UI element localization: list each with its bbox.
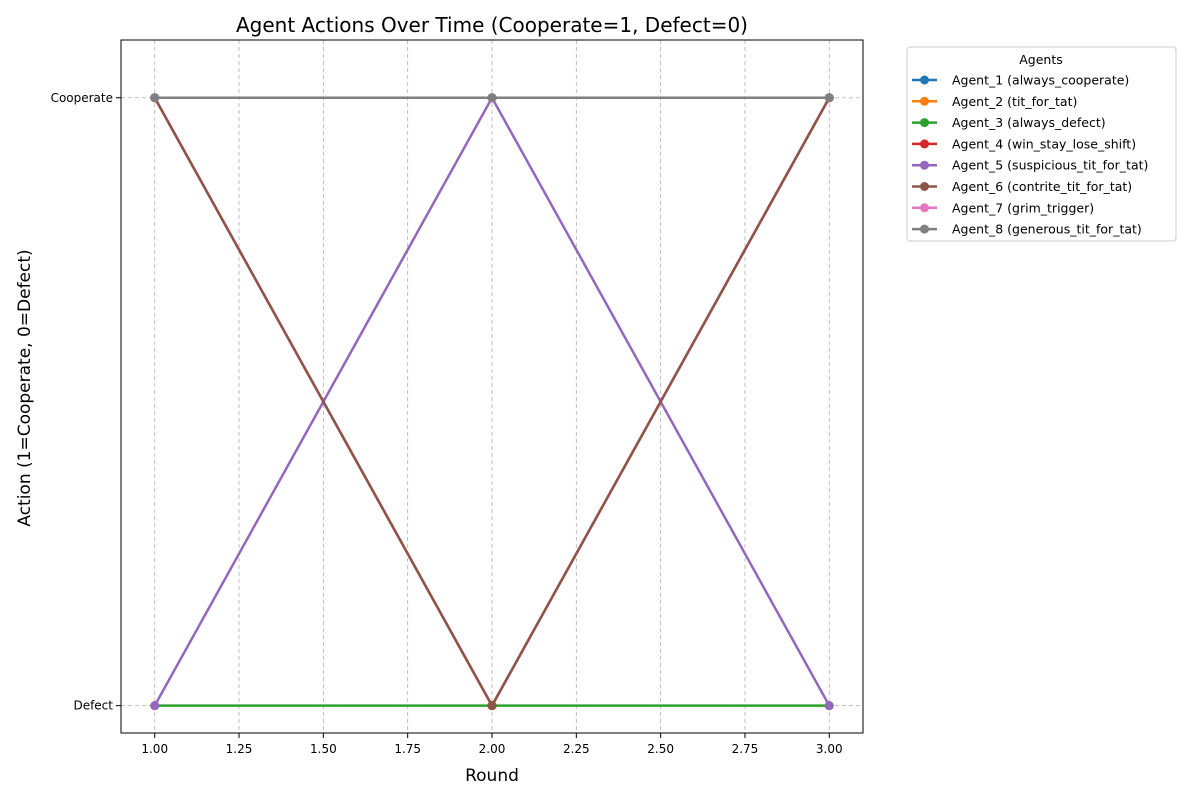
data-point: [150, 93, 160, 103]
legend-swatch-marker: [920, 139, 929, 149]
y-axis-label: Action (1=Cooperate, 0=Defect): [15, 249, 35, 526]
legend-swatch-marker: [920, 160, 929, 170]
legend-item: Agent_1 (always_cooperate): [912, 73, 1129, 88]
x-tick-label: 2.50: [647, 742, 674, 756]
x-tick-label: 3.00: [816, 742, 843, 756]
x-tick-label: 1.25: [226, 742, 253, 756]
y-axis-ticks: Defect Cooperate: [51, 91, 121, 713]
legend-swatch-marker: [920, 203, 929, 213]
grid-lines: [121, 40, 863, 733]
legend-item: Agent_7 (grim_trigger): [912, 200, 1094, 215]
legend-swatch-marker: [920, 118, 929, 128]
legend-label: Agent_7 (grim_trigger): [952, 200, 1094, 215]
data-point: [487, 701, 497, 711]
x-tick-label: 1.75: [394, 742, 421, 756]
legend-item: Agent_8 (generous_tit_for_tat): [912, 222, 1142, 237]
chart-title: Agent Actions Over Time (Cooperate=1, De…: [236, 13, 748, 37]
data-point: [824, 93, 834, 103]
legend-swatch-marker: [920, 224, 929, 234]
legend-label: Agent_2 (tit_for_tat): [952, 94, 1077, 109]
legend-label: Agent_3 (always_defect): [952, 115, 1106, 130]
data-point: [150, 701, 160, 711]
legend-item: Agent_2 (tit_for_tat): [912, 94, 1077, 109]
x-tick-label: 2.00: [479, 742, 506, 756]
data-point: [487, 93, 497, 103]
data-point: [824, 701, 834, 711]
y-tick-label: Cooperate: [51, 91, 113, 105]
legend-swatch-marker: [920, 75, 929, 85]
legend-title: Agents: [1019, 52, 1063, 67]
legend-item: Agent_4 (win_stay_lose_shift): [912, 136, 1136, 151]
legend-label: Agent_5 (suspicious_tit_for_tat): [952, 158, 1148, 173]
legend-swatch-marker: [920, 182, 929, 191]
x-tick-label: 1.50: [310, 742, 337, 756]
legend-item: Agent_6 (contrite_tit_for_tat): [912, 179, 1132, 194]
legend-label: Agent_1 (always_cooperate): [952, 73, 1129, 88]
legend: Agents Agent_1 (always_cooperate) Agent_2…: [906, 46, 1177, 242]
legend-swatch-marker: [920, 96, 929, 106]
series-agent-8: [150, 93, 834, 103]
series-lines: [150, 93, 834, 711]
legend-label: Agent_6 (contrite_tit_for_tat): [952, 179, 1132, 194]
x-tick-label: 2.75: [732, 742, 759, 756]
x-tick-label: 1.00: [141, 742, 168, 756]
legend-label: Agent_8 (generous_tit_for_tat): [952, 222, 1142, 237]
y-tick-label: Defect: [73, 699, 113, 713]
legend-box: [906, 46, 1177, 242]
x-tick-label: 2.25: [563, 742, 590, 756]
x-axis-label: Round: [465, 766, 519, 786]
legend-label: Agent_4 (win_stay_lose_shift): [952, 136, 1136, 151]
x-axis-ticks: 1.00 1.25 1.50 1.75 2.00 2.25 2.50 2.75 3.00: [141, 733, 843, 756]
legend-item: Agent_5 (suspicious_tit_for_tat): [912, 158, 1148, 173]
legend-items: Agent_1 (always_cooperate) Agent_2 (tit_f…: [912, 73, 1148, 237]
legend-item: Agent_3 (always_defect): [912, 115, 1106, 130]
